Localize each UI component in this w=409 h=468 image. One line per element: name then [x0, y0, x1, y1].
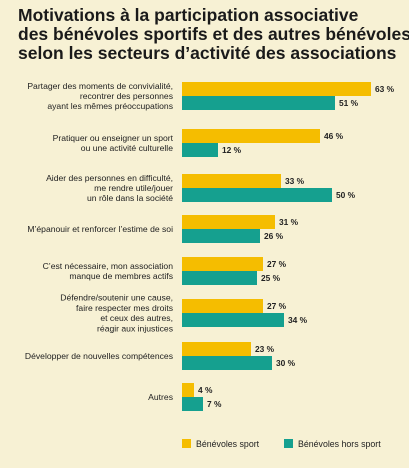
category-label: Pratiquer ou enseigner un sport ou une ac…	[53, 133, 174, 153]
value-label-hors-sport: 30 %	[276, 358, 296, 368]
bar-hors-sport	[182, 96, 335, 110]
chart-title-line-3: selon les secteurs d’activité des associ…	[18, 43, 397, 63]
legend-swatch-hors-sport	[284, 439, 293, 448]
category-label: Aider des personnes en difficulté, me ren…	[46, 173, 173, 203]
bar-sport	[182, 299, 263, 313]
category-label: Défendre/soutenir une cause, faire respec…	[60, 293, 173, 334]
bar-sport	[182, 383, 194, 397]
value-label-sport: 4 %	[198, 385, 213, 395]
value-label-hors-sport: 25 %	[261, 273, 281, 283]
bar-sport	[182, 82, 371, 96]
bar-hors-sport	[182, 143, 218, 157]
bar-sport	[182, 174, 281, 188]
legend-label-sport: Bénévoles sport	[196, 439, 260, 449]
value-label-sport: 23 %	[255, 344, 275, 354]
bar-sport	[182, 215, 275, 229]
value-label-sport: 31 %	[279, 217, 299, 227]
value-label-hors-sport: 7 %	[207, 399, 222, 409]
value-label-hors-sport: 50 %	[336, 190, 356, 200]
bar-hors-sport	[182, 397, 203, 411]
bar-hors-sport	[182, 271, 257, 285]
category-label: M’épanouir et renforcer l’estime de soi	[27, 224, 173, 234]
value-label-hors-sport: 26 %	[264, 231, 284, 241]
value-label-sport: 46 %	[324, 131, 344, 141]
value-label-sport: 33 %	[285, 176, 305, 186]
chart-title-line-2: des bénévoles sportifs et des autres bén…	[18, 24, 409, 44]
value-label-sport: 63 %	[375, 84, 395, 94]
bar-sport	[182, 129, 320, 143]
chart-title: Motivations à la participation associati…	[18, 5, 409, 63]
chart-title-line-1: Motivations à la participation associati…	[18, 5, 359, 25]
value-label-hors-sport: 34 %	[288, 315, 308, 325]
bar-hors-sport	[182, 188, 332, 202]
value-label-sport: 27 %	[267, 301, 287, 311]
value-label-hors-sport: 51 %	[339, 98, 359, 108]
value-label-hors-sport: 12 %	[222, 145, 242, 155]
bar-hors-sport	[182, 229, 260, 243]
category-label: C’est nécessaire, mon association manque …	[43, 261, 174, 281]
value-label-sport: 27 %	[267, 259, 287, 269]
legend-swatch-sport	[182, 439, 191, 448]
category-label: Développer de nouvelles compétences	[25, 351, 173, 361]
bar-hors-sport	[182, 356, 272, 370]
category-label: Autres	[148, 392, 173, 402]
legend-label-hors-sport: Bénévoles hors sport	[298, 439, 381, 449]
bar-hors-sport	[182, 313, 284, 327]
bar-sport	[182, 257, 263, 271]
category-label: Partager des moments de convivialité, rec…	[27, 81, 173, 111]
bar-sport	[182, 342, 251, 356]
